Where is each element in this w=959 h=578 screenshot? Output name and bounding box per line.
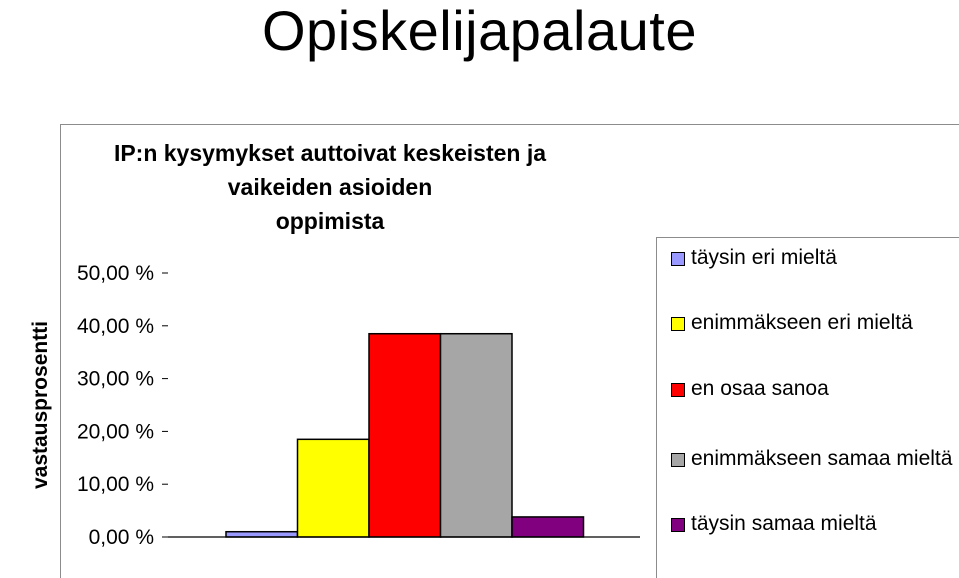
bar-2 (296, 438, 370, 538)
slide-title: Opiskelijapalaute (262, 0, 697, 62)
legend-swatch (671, 383, 685, 397)
chart-title-line-2: oppimista (275, 208, 385, 234)
bar-4 (439, 332, 513, 538)
y-tick-label: 30,00 % (77, 368, 154, 391)
y-tick-label: 40,00 % (77, 315, 154, 338)
legend-label: en osaa sanoa (691, 377, 829, 400)
chart-title: IP:n kysymykset auttoivat keskeisten ja … (60, 136, 600, 238)
y-tick-label: 50,00 % (77, 262, 154, 285)
y-tick-label: 10,00 % (77, 473, 154, 496)
chart-frame (60, 124, 959, 578)
chart-title-line-1: IP:n kysymykset auttoivat keskeisten ja … (113, 140, 547, 200)
legend-swatch (671, 317, 685, 331)
chart-legend: täysin eri mieltä enimmäkseen eri mieltä… (656, 237, 959, 578)
legend-label: täysin eri mieltä (691, 246, 837, 269)
bar-5 (511, 516, 585, 538)
legend-swatch (671, 518, 685, 532)
y-tick-label: 0,00 % (89, 526, 154, 549)
y-tick-label: 20,00 % (77, 420, 154, 443)
legend-swatch (671, 252, 685, 266)
legend-label: enimmäkseen eri mieltä (691, 311, 913, 334)
legend-swatch (671, 453, 685, 467)
legend-label: täysin samaa mieltä (691, 512, 877, 535)
bar-1 (225, 530, 299, 538)
legend-label: enimmäkseen samaa mieltä (691, 447, 953, 470)
bar-3 (368, 332, 442, 538)
